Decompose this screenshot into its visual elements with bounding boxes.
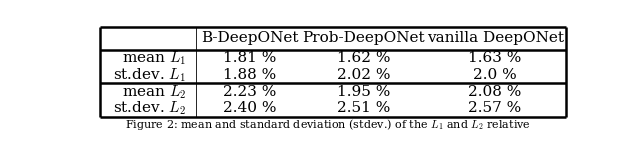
Text: Figure 2: mean and standard deviation (stdev.) of the $L_1$ and $L_2$ relative: Figure 2: mean and standard deviation (s… [125,117,531,132]
